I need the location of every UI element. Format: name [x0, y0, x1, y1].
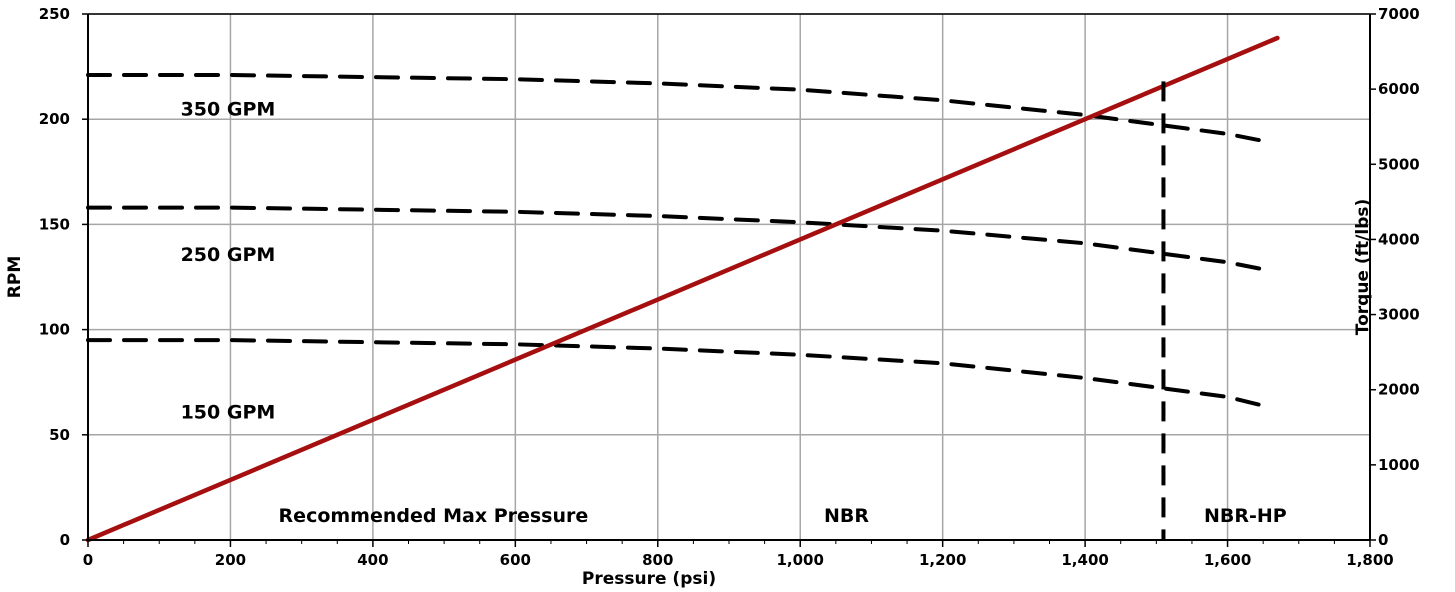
y2-tick-label: 2000 — [1378, 381, 1420, 399]
annotation-250-gpm: 250 GPM — [181, 244, 276, 266]
x-axis-title: Pressure (psi) — [582, 569, 716, 589]
y-tick-label: 0 — [60, 531, 70, 549]
axes — [82, 13, 1376, 547]
y2-tick-label: 3000 — [1378, 306, 1420, 324]
x-tick-label: 600 — [500, 551, 531, 569]
x-tick-label: 1,600 — [1204, 551, 1251, 569]
series-layer — [85, 35, 1280, 543]
x-tick-label: 1,000 — [776, 551, 823, 569]
annotation-nbr-hp: NBR-HP — [1204, 505, 1287, 527]
x-tick-label: 800 — [642, 551, 673, 569]
x-tick-label: 1,200 — [919, 551, 966, 569]
annotation-150-gpm: 150 GPM — [181, 402, 276, 424]
y2-tick-label: 1000 — [1378, 456, 1420, 474]
x-tick-label: 1,400 — [1061, 551, 1108, 569]
x-tick-label: 400 — [357, 551, 388, 569]
tick-labels: 0 200 400 600 800 1,000 1,200 1,400 1,600 1,800 0 5… — [39, 5, 1420, 569]
torque-line — [85, 35, 1280, 543]
y-tick-label: 50 — [49, 426, 70, 444]
annotation-nbr: NBR — [824, 505, 869, 527]
x-tick-label: 200 — [215, 551, 246, 569]
y-axis-title: RPM — [5, 256, 25, 298]
y2-tick-label: 4000 — [1378, 230, 1420, 248]
x-tick-label: 0 — [83, 551, 93, 569]
y2-tick-label: 5000 — [1378, 155, 1420, 173]
annotation-recommended-max-pressure: Recommended Max Pressure — [279, 505, 589, 527]
y2-tick-label: 6000 — [1378, 80, 1420, 98]
y2-axis-title: Torque (ft/lbs) — [1353, 199, 1373, 336]
y2-tick-label: 0 — [1378, 531, 1388, 549]
y-tick-label: 100 — [39, 321, 70, 339]
annotations: 350 GPM 250 GPM 150 GPM Recommended Max Pre… — [181, 99, 1287, 527]
y-tick-label: 250 — [39, 5, 70, 23]
x-tick-label: 1,800 — [1346, 551, 1393, 569]
y-tick-label: 150 — [39, 215, 70, 233]
annotation-350-gpm: 350 GPM — [181, 99, 276, 121]
y-tick-label: 200 — [39, 110, 70, 128]
150-gpm-line — [86, 338, 1273, 410]
y2-tick-label: 7000 — [1378, 5, 1420, 23]
